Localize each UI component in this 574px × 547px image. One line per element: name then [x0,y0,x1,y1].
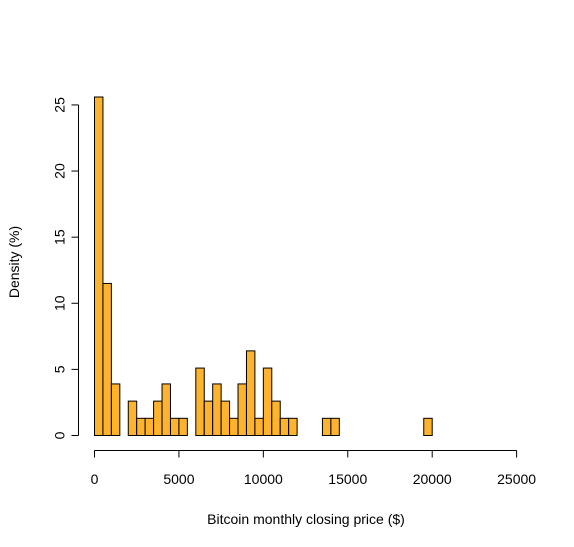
x-tick-label: 0 [91,471,99,487]
histogram-bar [153,400,163,436]
y-tick-label: 25 [52,97,68,113]
y-tick-label: 5 [52,365,68,373]
x-axis: 0 5000 10000 15000 20000 25000 [91,450,536,487]
histogram-bar [245,350,256,436]
y-axis: 0 5 10 15 20 25 [52,97,79,439]
histogram-bar [237,383,247,436]
histogram-bar [110,383,121,436]
histogram-bar [262,367,273,436]
x-axis-label: Bitcoin monthly closing price ($) [207,511,405,527]
histogram-bar [279,417,290,436]
x-tick-label: 20000 [413,471,452,487]
histogram-bar [169,417,180,436]
histogram-bar [212,383,222,436]
histogram-bars [94,96,433,436]
histogram-bar [127,400,138,436]
histogram-bar [271,400,281,436]
y-tick-label: 15 [52,229,68,245]
histogram-bar [136,417,146,436]
y-tick-label: 0 [52,431,68,439]
histogram-bar [102,282,112,436]
y-axis-label: Density (%) [6,226,22,298]
x-tick-label: 25000 [497,471,536,487]
histogram-bar [195,367,205,436]
histogram-bar [330,417,340,436]
histogram-bar [288,417,298,436]
histogram-bar [178,417,188,436]
histogram-bar [161,383,171,436]
x-tick-label: 15000 [328,471,367,487]
x-tick-label: 10000 [244,471,283,487]
x-tick-label: 5000 [163,471,194,487]
y-tick-label: 20 [52,163,68,179]
histogram-bar [220,400,231,436]
histogram-bar [203,400,214,436]
histogram-bar [321,417,332,436]
histogram-bar [254,417,264,436]
y-tick-label: 10 [52,295,68,311]
histogram-bar [423,417,433,436]
histogram-bar [94,96,104,436]
histogram-bar [229,417,239,436]
histogram-bar [144,417,155,436]
